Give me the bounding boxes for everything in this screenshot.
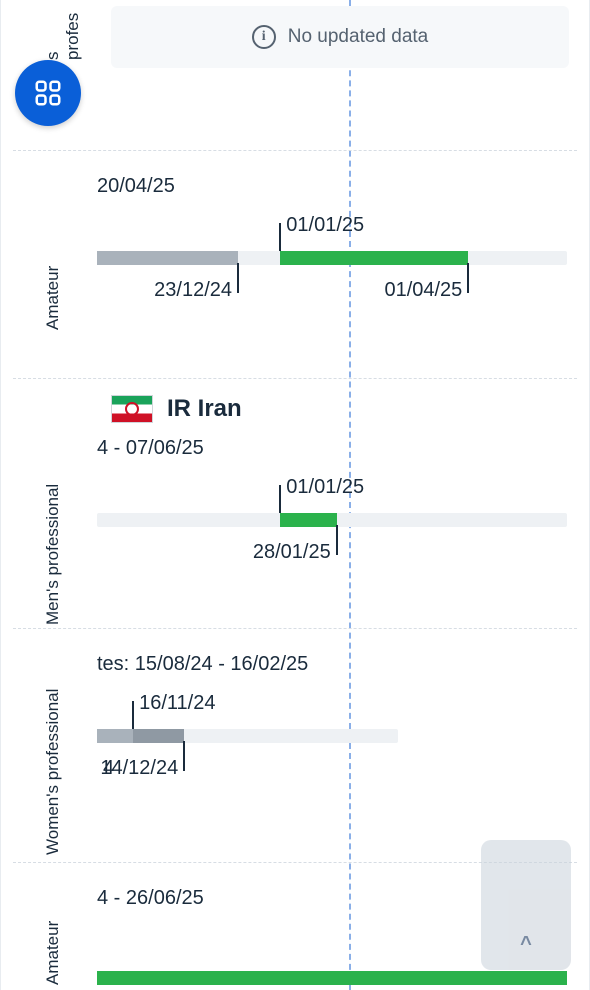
timeline-tick [237,263,239,293]
country-row: IR Iran [111,395,242,423]
timeline-date-label: 14/12/24 [100,757,178,780]
row4-subheader: 4 - 26/06/25 [97,887,204,910]
timeline-track: 01/01/2528/01/25 [97,513,567,527]
timeline-tick [336,525,338,555]
row4-track-wrap [97,971,567,985]
timeline-segment [133,729,184,743]
category-label-cut: s profes [43,0,83,60]
row1-track-wrap: 01/01/2523/12/2401/04/25 [97,251,567,265]
timeline-segment [97,971,567,985]
no-data-banner: i No updated data [111,6,569,68]
timeline-segment [97,251,238,265]
info-icon: i [252,25,276,49]
grid-icon [33,78,63,108]
panel-womens-pro: tes: 15/08/24 - 16/02/25 16/11/24414/12/… [13,628,577,862]
timeline-segment [280,513,336,527]
timeline-date-label: 01/04/25 [384,279,462,302]
timeline-date-label: 28/01/25 [253,541,331,564]
scroll-to-top-button[interactable]: ^ [481,840,571,970]
timeline-date-label: 23/12/24 [154,279,232,302]
apps-fab-button[interactable] [15,60,81,126]
panel-amateur-1: 20/04/25 01/01/2523/12/2401/04/25 [13,150,577,378]
timeline-track: 01/01/2523/12/2401/04/25 [97,251,567,265]
flag-iran-icon [111,395,153,423]
page: i No updated data s profes Amateur Men's… [0,0,590,990]
row1-header: 20/04/25 [97,175,175,198]
row2-subheader: 4 - 07/06/25 [97,437,204,460]
timeline-track: 16/11/24414/12/24 [97,729,398,743]
banner-text: No updated data [288,26,429,48]
panel-mens-pro: IR Iran 4 - 07/06/25 01/01/2528/01/25 [13,378,577,628]
timeline-date-label: 01/01/25 [286,476,364,499]
timeline-segment [97,729,133,743]
timeline-date-label: 16/11/24 [139,692,215,715]
timeline-tick [467,263,469,293]
row3-track-wrap: 16/11/24414/12/24 [97,729,567,743]
country-name: IR Iran [167,395,242,423]
timeline-tick [183,741,185,771]
timeline-tick [279,223,281,251]
timeline-date-label: 01/01/25 [286,214,364,237]
row3-subheader: tes: 15/08/24 - 16/02/25 [97,653,308,676]
timeline-track [97,971,567,985]
chevron-up-icon: ^ [520,933,532,956]
row2-track-wrap: 01/01/2528/01/25 [97,513,567,527]
timeline-tick [132,701,134,729]
timeline-segment [280,251,468,265]
timeline-tick [279,485,281,513]
